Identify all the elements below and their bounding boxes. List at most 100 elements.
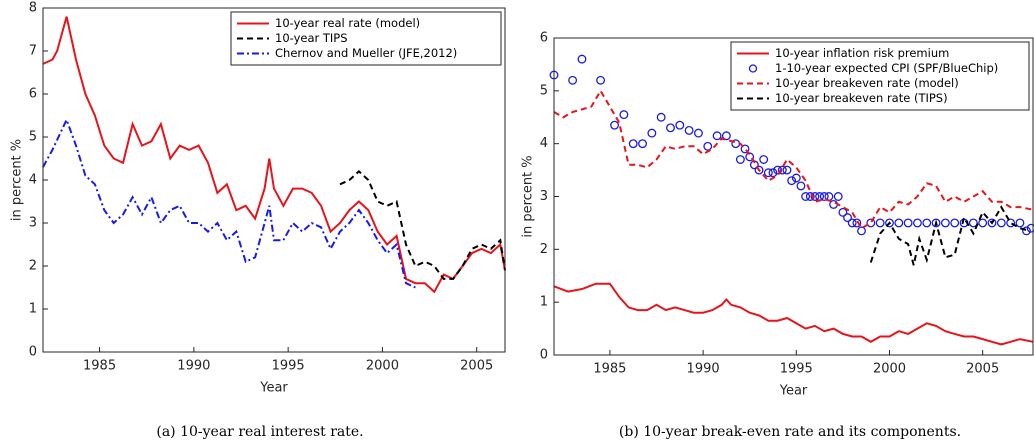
axes-frame <box>42 7 506 353</box>
legend-label: 10-year breakeven rate (TIPS) <box>775 91 948 105</box>
x-tick-label: 1985 <box>83 359 116 374</box>
data-point <box>763 168 773 178</box>
data-point <box>838 207 848 217</box>
y-tick-label: 1 <box>29 302 37 317</box>
x-tick-label: 1990 <box>687 362 720 377</box>
data-point <box>703 141 713 151</box>
y-tick-label: 8 <box>29 1 37 16</box>
data-point <box>754 165 764 175</box>
data-point <box>787 176 797 186</box>
y-tick-label: 6 <box>29 87 37 102</box>
data-point <box>675 120 685 130</box>
data-point <box>1015 218 1025 228</box>
legend-box <box>730 41 1030 111</box>
data-point <box>693 128 703 138</box>
y-tick-label: 0 <box>540 348 548 363</box>
caption: (b) 10-year break-even rate and its comp… <box>619 424 961 440</box>
data-line <box>553 88 1034 230</box>
y-tick-label: 1 <box>540 295 548 310</box>
data-point <box>610 120 620 130</box>
y-tick-label: 6 <box>540 31 548 46</box>
y-tick-label: 5 <box>29 130 37 145</box>
legend-label: 10-year breakeven rate (model) <box>775 76 959 90</box>
data-point <box>987 218 997 228</box>
data-point <box>875 218 885 228</box>
legend-label: 10-year TIPS <box>275 31 348 45</box>
data-line <box>42 117 416 289</box>
data-point <box>843 213 853 223</box>
caption: (a) 10-year real interest rate. <box>156 424 363 440</box>
data-point <box>866 218 876 228</box>
data-point <box>1026 223 1034 233</box>
data-point <box>796 181 806 191</box>
y-tick-label: 3 <box>29 216 37 231</box>
y-tick-label: 4 <box>540 136 548 151</box>
plot-area: 0 1 2 3 4 5 6 7 8 1985 1990 1995 2000 2005 Year in perc… <box>10 1 506 440</box>
data-point <box>885 218 894 228</box>
legend-label: 10-year real rate (model) <box>275 16 420 30</box>
legend-label: 1-10-year expected CPI (SPF/BlueChip) <box>775 61 998 75</box>
data-line <box>553 282 1034 346</box>
data-point <box>647 128 657 138</box>
data-point <box>666 123 675 133</box>
data-point <box>782 165 792 175</box>
x-tick-label: 1995 <box>780 362 813 377</box>
data-point <box>596 75 606 85</box>
legend-box <box>230 11 502 66</box>
data-point <box>791 173 801 183</box>
y-axis-label: in percent % <box>10 139 25 221</box>
data-point <box>619 110 629 120</box>
y-tick-label: 7 <box>29 44 37 59</box>
y-axis-label: in percent % <box>521 155 536 237</box>
data-point <box>628 139 638 149</box>
data-point <box>847 218 857 228</box>
data-point <box>819 192 829 201</box>
data-line <box>339 170 506 280</box>
y-tick-label: 4 <box>29 173 37 188</box>
data-line <box>42 16 506 294</box>
x-tick-label: 1995 <box>272 359 305 374</box>
data-point <box>833 192 843 201</box>
data-point <box>805 192 815 201</box>
data-point <box>950 218 960 228</box>
legend-symbol <box>748 64 758 73</box>
data-point <box>894 218 904 228</box>
data-point <box>801 192 811 201</box>
data-point <box>638 139 647 149</box>
data-point <box>1006 218 1016 228</box>
data-point <box>810 192 820 201</box>
data-point <box>978 218 988 228</box>
data-point <box>852 218 862 228</box>
data-point <box>712 131 722 141</box>
y-tick-label: 2 <box>29 259 37 274</box>
data-point <box>568 75 578 85</box>
x-tick-label: 2000 <box>366 359 399 374</box>
data-line <box>869 205 1030 266</box>
data-point <box>968 218 978 228</box>
data-point <box>577 54 587 64</box>
data-point <box>1022 226 1031 236</box>
data-point <box>768 168 778 178</box>
x-axis-label: Year <box>779 384 808 399</box>
x-tick-label: 1985 <box>593 362 626 377</box>
axes-frame <box>553 37 1034 356</box>
x-tick-label: 2005 <box>966 362 999 377</box>
y-tick-label: 5 <box>540 83 548 98</box>
data-point <box>735 155 745 164</box>
legend-label: Chernov and Mueller (JFE,2012) <box>275 46 457 60</box>
data-point <box>996 218 1006 228</box>
data-point <box>940 218 950 228</box>
y-tick-label: 0 <box>29 345 37 360</box>
data-point <box>759 155 769 164</box>
data-point <box>912 218 922 228</box>
y-tick-label: 2 <box>540 242 548 257</box>
data-point <box>684 126 694 135</box>
data-point <box>777 165 787 175</box>
x-tick-label: 1990 <box>177 359 210 374</box>
legend-label: 10-year inflation risk premium <box>775 46 949 60</box>
x-axis-label: Year <box>259 381 288 396</box>
data-point <box>656 112 666 122</box>
data-point <box>903 218 913 228</box>
